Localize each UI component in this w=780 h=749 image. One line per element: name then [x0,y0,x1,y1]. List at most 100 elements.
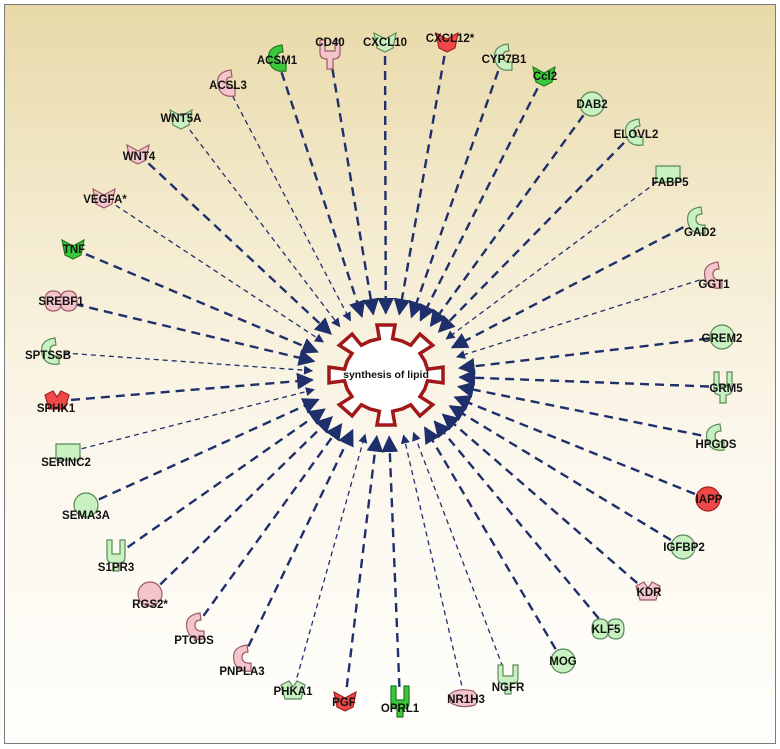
edge-sphk1[interactable] [70,372,314,402]
edge-cxcl10[interactable] [377,55,395,315]
node-rgs2[interactable]: RGS2* [132,581,168,611]
node-wnt4[interactable]: WNT4 [123,143,156,165]
node-vegfa[interactable]: VEGFA* [83,187,127,209]
node-iapp[interactable]: IAPP [695,486,723,512]
cytokine-icon [126,143,150,165]
edge-sema3a[interactable] [98,398,320,501]
tf-icon [44,290,78,312]
edge-acsl3[interactable] [232,95,351,322]
edge-grm5[interactable] [458,369,710,388]
node-phka1[interactable]: PHKA1 [274,680,314,700]
edge-ggt1[interactable] [455,279,700,359]
node-cxcl12[interactable]: CXCL12* [426,31,475,53]
node-serinc2[interactable]: SERINC2 [41,443,91,469]
node-dab2[interactable]: DAB2 [576,91,608,117]
edge-pgf[interactable] [345,434,384,688]
edge-igfbp2[interactable] [448,405,672,542]
cytokine-icon [92,187,116,209]
node-label: KLF5 [592,624,621,636]
node-klf5[interactable]: KLF5 [591,618,625,640]
node-ccl2[interactable]: Ccl2 [532,65,557,87]
node-label: PTGDS [174,635,214,647]
cytokine-icon [435,31,459,53]
edge-dab2[interactable] [429,114,585,328]
edge-cd40[interactable] [331,68,380,316]
node-label: OPRL1 [381,703,420,715]
node-wnt5a[interactable]: WNT5A [161,108,202,130]
node-ptgds[interactable]: PTGDS [174,612,214,647]
cytokine-icon [373,31,397,53]
node-cxcl10[interactable]: CXCL10 [363,31,407,53]
node-sphk1[interactable]: SPHK1 [37,390,76,415]
node-ggt1[interactable]: GGT1 [698,261,730,291]
edge-pnpla3[interactable] [247,428,354,648]
edge-serinc2[interactable] [81,387,315,450]
node-sptssb[interactable]: SPTSSB [25,337,71,365]
node-label: PHKA1 [274,686,314,698]
edge-phka1[interactable] [296,433,368,678]
node-label: GAD2 [684,227,716,239]
node-mog[interactable]: MOG [549,648,577,674]
edge-cxcl12[interactable] [393,55,446,316]
kinase-icon [44,390,70,410]
edge-wnt5a[interactable] [189,129,341,328]
edge-ptgds[interactable] [202,423,343,617]
edge-acsm1[interactable] [280,71,366,318]
node-acsm1[interactable]: ACSM1 [257,44,298,72]
edge-rgs2[interactable] [159,416,333,586]
edge-srebf1[interactable] [74,302,316,366]
edge-iapp[interactable] [453,395,696,496]
edge-tnf[interactable] [85,253,319,354]
node-label: DAB2 [576,99,607,111]
edge-grem2[interactable] [457,337,709,375]
node-pnpla3[interactable]: PNPLA3 [219,644,265,678]
node-oprl1[interactable]: OPRL1 [381,685,420,718]
edge-elovl2[interactable] [437,141,625,333]
node-label: SEMA3A [62,510,110,522]
enzyme-icon [267,44,287,72]
node-fabp5[interactable]: FABP5 [651,165,689,189]
edge-gad2[interactable] [450,226,685,349]
node-label: ACSM1 [257,55,298,67]
gear-icon [327,323,445,427]
transporter-icon [655,165,681,183]
node-hpgds[interactable]: HPGDS [696,423,737,451]
node-cd40[interactable]: CD40 [315,37,345,70]
edge-ccl2[interactable] [419,87,539,322]
edge-ngfr[interactable] [412,431,504,668]
edge-mog[interactable] [423,426,557,650]
node-s1pr3[interactable]: S1PR3 [98,539,134,574]
edge-wnt4[interactable] [147,162,332,335]
center-node[interactable]: synthesis of lipid [327,323,445,427]
node-igfbp2[interactable]: IGFBP2 [663,534,705,560]
node-label: GREM2 [702,333,743,345]
enzyme-icon [493,43,513,71]
node-sema3a[interactable]: SEMA3A [62,492,110,522]
node-srebf1[interactable]: SREBF1 [38,290,84,312]
node-acsl3[interactable]: ACSL3 [209,69,247,97]
node-pgf[interactable]: PGF [332,690,357,712]
edge-nr1h3[interactable] [400,434,463,686]
node-nr1h3[interactable]: NR1H3 [447,689,485,708]
node-ngfr[interactable]: NGFR [492,664,525,695]
nuclear-icon [448,689,479,708]
node-elovl2[interactable]: ELOVL2 [614,118,659,146]
node-label: WNT5A [161,113,202,125]
receptor-icon [497,664,519,695]
cytokine-icon [61,238,85,260]
edge-s1pr3[interactable] [126,408,326,549]
node-grm5[interactable]: GRM5 [709,371,743,404]
node-gad2[interactable]: GAD2 [684,206,716,239]
node-kdr[interactable]: KDR [635,581,662,601]
edge-cyp7b1[interactable] [408,70,500,319]
edge-klf5[interactable] [433,420,600,620]
node-tnf[interactable]: TNF [61,238,85,260]
edge-vegfa[interactable] [115,204,325,343]
node-grem2[interactable]: GREM2 [702,324,743,350]
edge-oprl1[interactable] [381,435,401,688]
edge-kdr[interactable] [441,413,639,584]
edge-hpgds[interactable] [457,381,702,437]
edge-fabp5[interactable] [445,181,657,340]
node-cyp7b1[interactable]: CYP7B1 [482,43,527,71]
edge-sptssb[interactable] [63,352,314,375]
